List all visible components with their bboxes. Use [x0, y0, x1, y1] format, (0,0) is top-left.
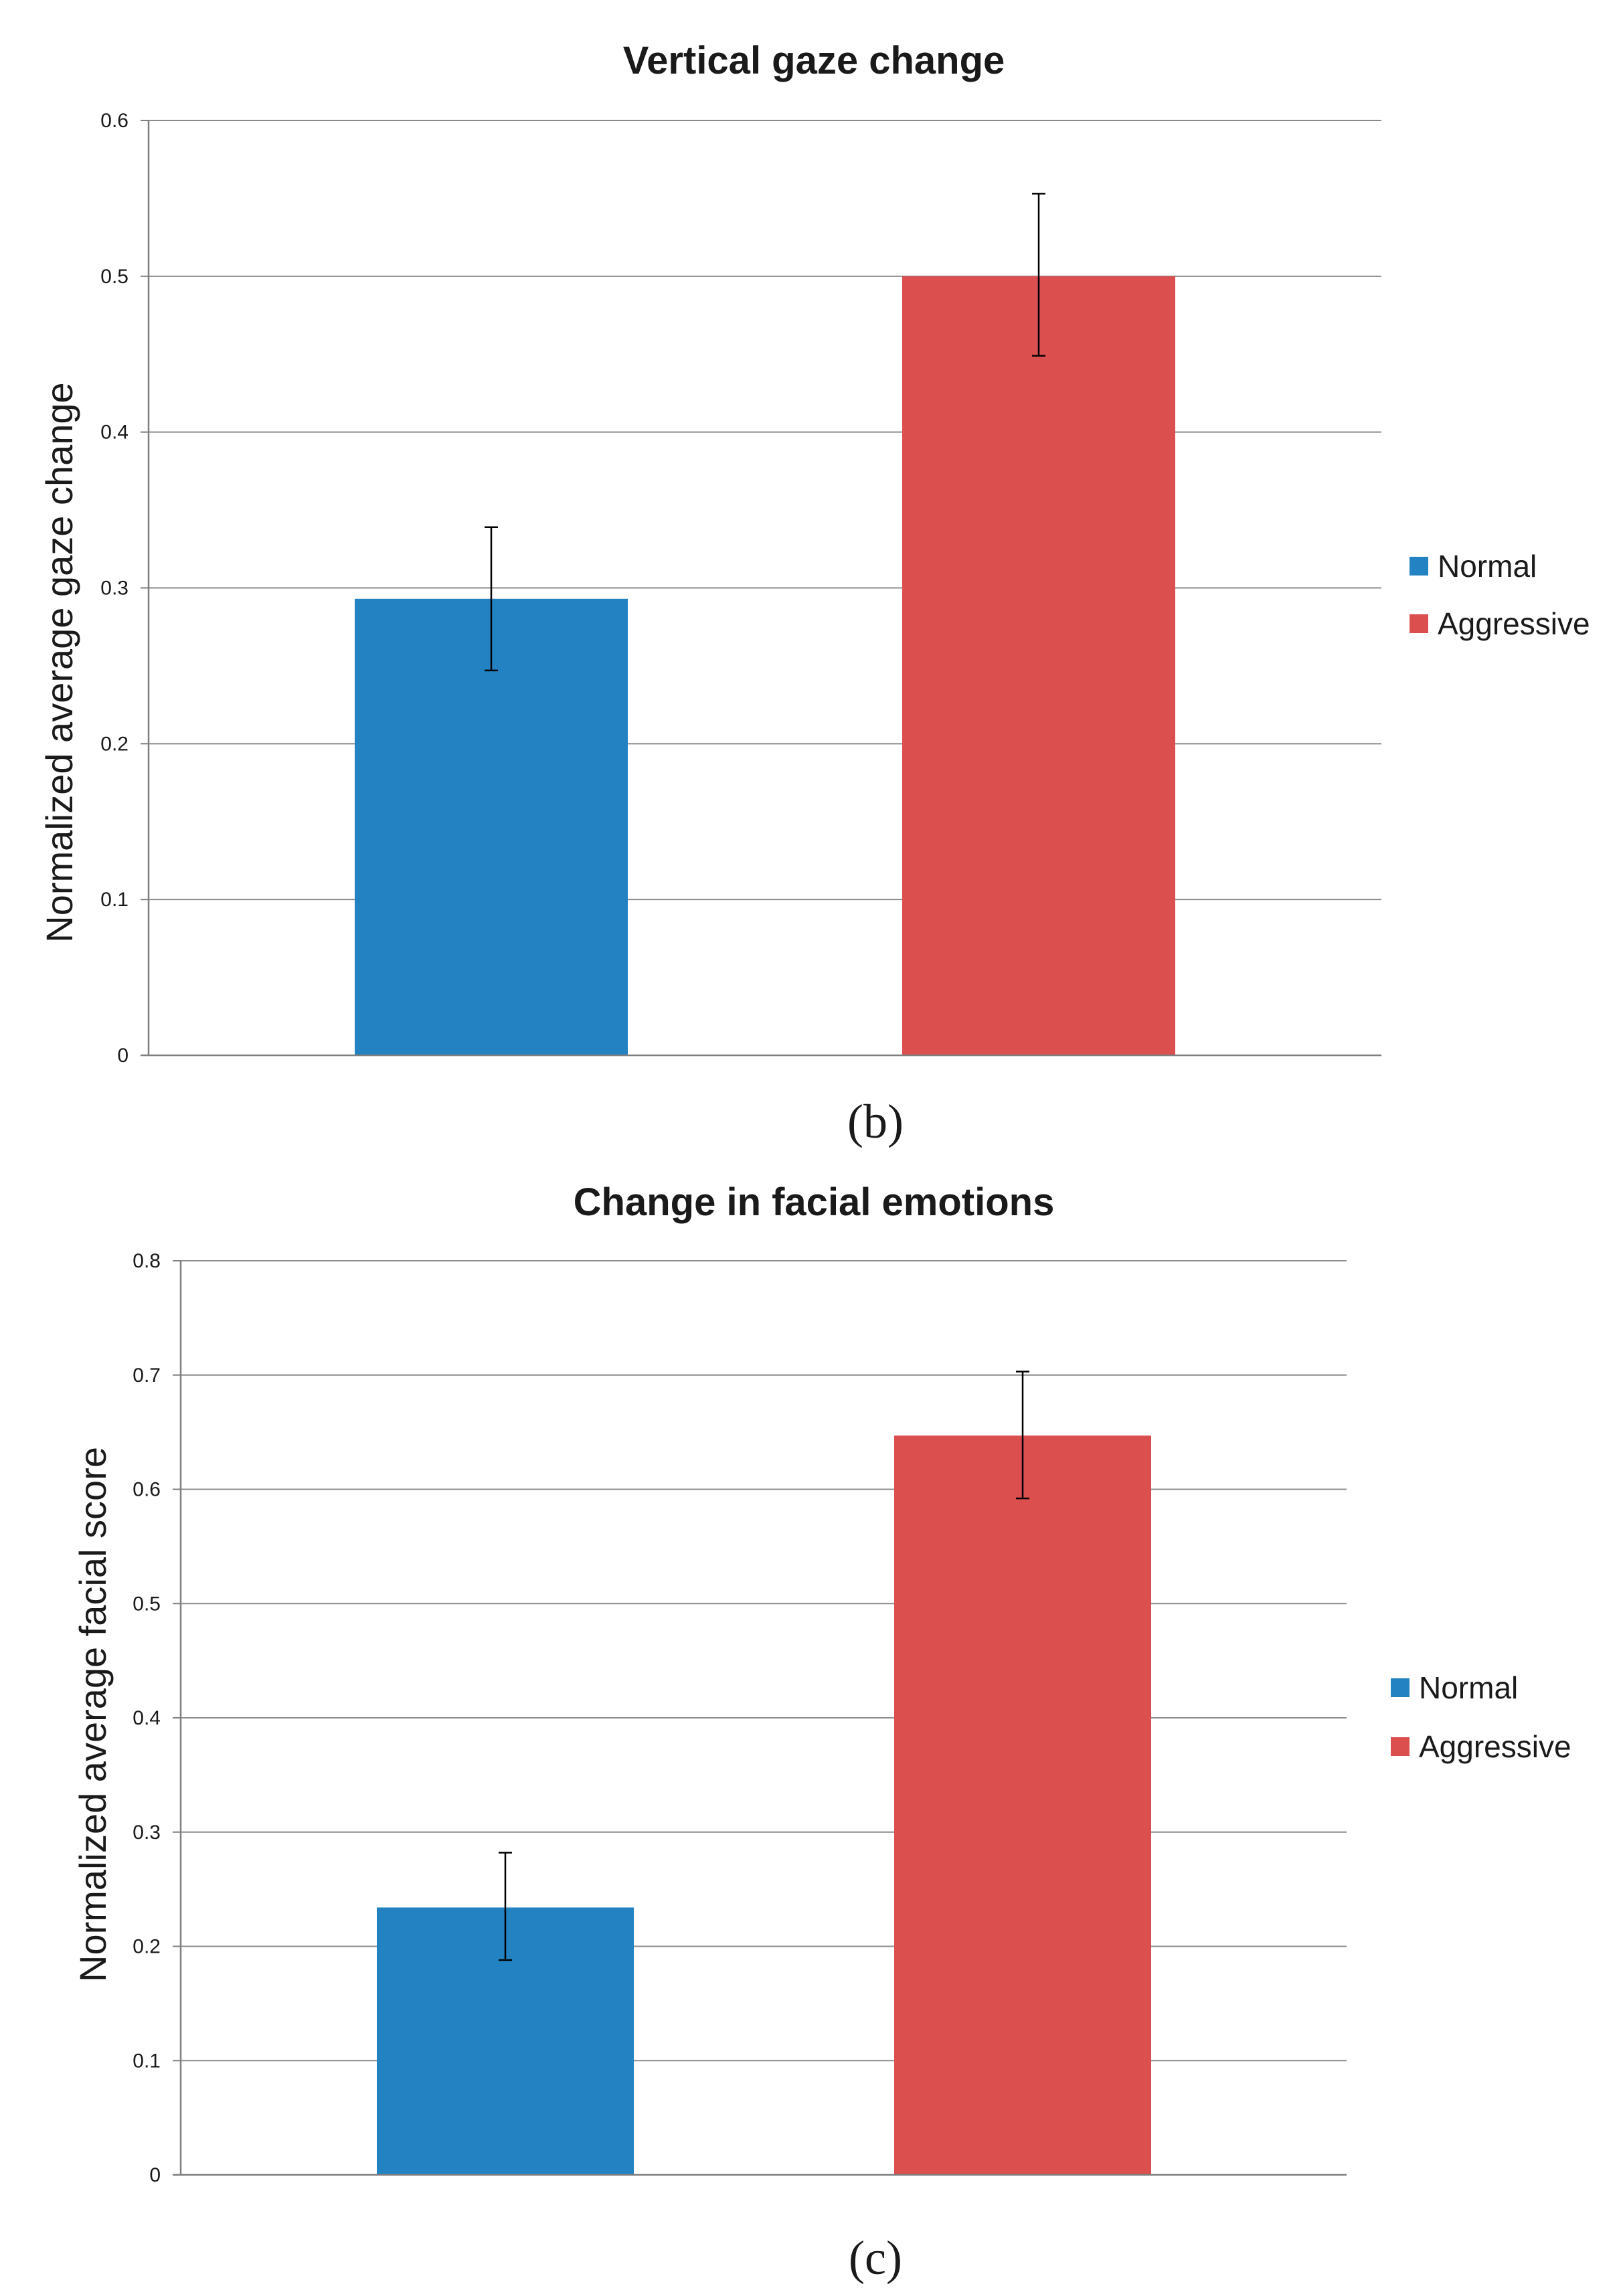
- chart-b-y-tick-label: 0.3: [100, 578, 129, 600]
- chart-c-y-tick-label: 0.1: [133, 2050, 161, 2072]
- chart-b-bar-aggressive: [902, 276, 1175, 1055]
- chart-b-y-tick-label: 0.6: [100, 110, 129, 132]
- chart-c-y-axis-label: Normalized average facial score: [72, 1447, 114, 1982]
- chart-b-y-axis-label: Normalized average gaze change: [38, 382, 80, 942]
- chart-b: Vertical gaze change Normalized average …: [38, 39, 1590, 1148]
- chart-c-legend: Normal Aggressive: [1391, 1670, 1571, 1764]
- chart-c-y-tick-label: 0.8: [133, 1250, 161, 1272]
- chart-b-errorbar-aggressive: [1032, 193, 1045, 357]
- chart-b-bars: [355, 193, 1175, 1055]
- chart-c-errorbar-normal: [499, 1852, 512, 1961]
- chart-b-title: Vertical gaze change: [623, 39, 1005, 82]
- chart-c-legend-swatch-normal: [1391, 1678, 1410, 1697]
- chart-b-y-ticks: 0 0.1 0.2 0.3 0.4 0.5 0.6: [100, 110, 149, 1067]
- chart-b-y-tick-label: 0.1: [100, 889, 129, 911]
- chart-c-y-tick-label: 0.3: [133, 1822, 161, 1844]
- chart-b-legend-swatch-normal: [1410, 557, 1428, 576]
- chart-b-y-tick-label: 0.2: [100, 733, 129, 755]
- chart-c-y-ticks: 0 0.1 0.2 0.3 0.4 0.5 0.6 0.7 0.8: [133, 1250, 181, 2186]
- chart-b-errorbar-normal: [485, 526, 498, 672]
- chart-b-legend-label-normal: Normal: [1438, 549, 1537, 584]
- chart-c-y-tick-label: 0.6: [133, 1479, 161, 1501]
- chart-c-bars: [377, 1371, 1151, 2175]
- chart-c-y-tick-label: 0.2: [133, 1936, 161, 1958]
- chart-c-gridlines: [181, 1260, 1347, 2062]
- chart-c-title: Change in facial emotions: [574, 1180, 1055, 1224]
- chart-b-y-tick-label: 0.5: [100, 266, 129, 288]
- chart-b-legend: Normal Aggressive: [1410, 549, 1590, 641]
- chart-b-y-tick-label: 0: [117, 1045, 129, 1067]
- chart-c-errorbar-aggressive: [1016, 1371, 1029, 1500]
- chart-b-caption: (b): [847, 1095, 904, 1148]
- chart-b-bar-normal: [355, 598, 628, 1055]
- chart-c-bar-aggressive: [894, 1435, 1151, 2175]
- chart-b-legend-swatch-aggressive: [1410, 614, 1428, 633]
- chart-c-caption: (c): [849, 2231, 902, 2285]
- chart-c-y-tick-label: 0: [149, 2164, 161, 2186]
- chart-c-y-tick-label: 0.4: [133, 1707, 161, 1729]
- chart-c-y-tick-label: 0.7: [133, 1364, 161, 1387]
- chart-b-y-tick-label: 0.4: [100, 422, 129, 444]
- chart-c-axes: [173, 1261, 1347, 2176]
- chart-c-legend-label-aggressive: Aggressive: [1419, 1729, 1571, 1764]
- chart-b-gridlines: [149, 120, 1381, 901]
- chart-c: Change in facial emotions Normalized ave…: [72, 1180, 1571, 2285]
- chart-b-legend-label-aggressive: Aggressive: [1438, 606, 1590, 641]
- chart-b-axes: [141, 120, 1381, 1057]
- chart-c-legend-swatch-aggressive: [1391, 1737, 1410, 1756]
- chart-c-legend-label-normal: Normal: [1419, 1670, 1518, 1705]
- chart-c-y-tick-label: 0.5: [133, 1593, 161, 1615]
